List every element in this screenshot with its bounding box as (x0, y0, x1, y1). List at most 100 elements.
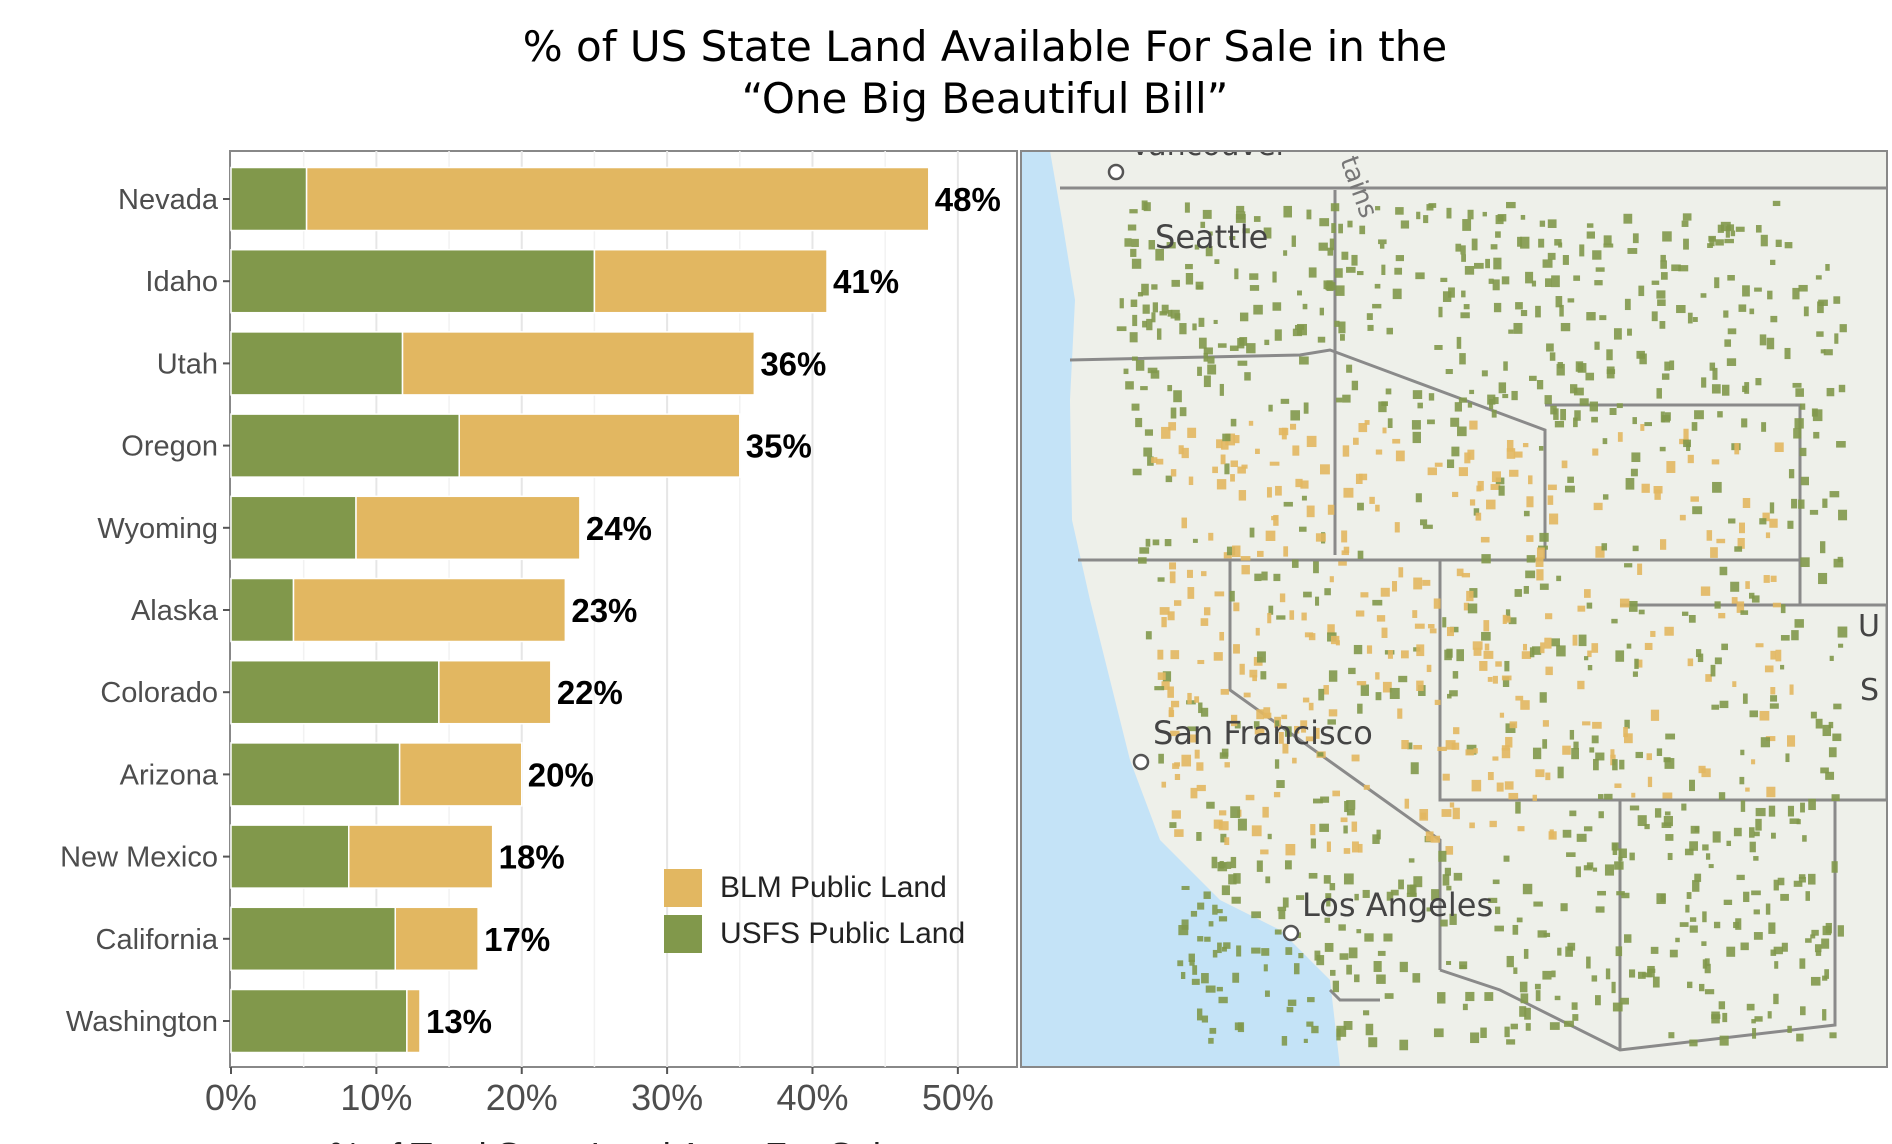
land-patch (1470, 1032, 1480, 1044)
land-patch (1208, 532, 1214, 541)
land-patch (1308, 267, 1317, 278)
land-patch (1208, 231, 1213, 236)
land-patch (1351, 380, 1359, 391)
land-patch (1755, 807, 1766, 817)
bar-usfs-oregon (230, 413, 460, 478)
land-patch (1343, 546, 1350, 553)
land-patch (1687, 981, 1693, 989)
land-patch (1572, 634, 1578, 646)
land-patch (1341, 251, 1349, 260)
land-patch (1823, 349, 1833, 356)
land-patch (1338, 924, 1346, 931)
land-patch (1542, 720, 1549, 727)
land-patch (1516, 917, 1523, 923)
land-patch (1800, 557, 1810, 568)
land-patch (1561, 460, 1568, 469)
land-patch (1392, 288, 1402, 300)
land-patch (1277, 683, 1287, 689)
land-patch (1740, 942, 1749, 951)
land-patch (1751, 1019, 1756, 1024)
land-patch (1742, 497, 1751, 508)
land-patch (1811, 408, 1818, 417)
land-patch (1152, 302, 1158, 313)
bar-usfs-new-mexico (230, 824, 350, 889)
land-patch (1650, 946, 1659, 954)
land-patch (1272, 302, 1282, 311)
land-patch (1569, 729, 1575, 740)
bar-blm-new-mexico (348, 824, 494, 889)
land-patch (1644, 642, 1653, 650)
land-patch (1586, 312, 1596, 321)
land-patch (1410, 884, 1417, 897)
land-patch (1233, 644, 1240, 654)
x-tick-label: 0% (205, 1077, 257, 1118)
land-patch (1353, 644, 1363, 655)
land-patch (1139, 547, 1150, 554)
land-patch (1650, 709, 1660, 721)
land-patch (1229, 590, 1235, 602)
land-patch (1578, 634, 1587, 647)
land-patch (1151, 457, 1158, 463)
land-patch (1442, 773, 1450, 781)
land-patch (1263, 964, 1268, 972)
land-patch (1503, 855, 1510, 862)
land-patch (1147, 456, 1154, 466)
land-patch (1375, 449, 1383, 455)
land-patch (1243, 692, 1251, 698)
land-patch (1831, 861, 1838, 873)
land-patch (1283, 546, 1289, 557)
land-patch (1503, 615, 1511, 623)
land-patch (1689, 1039, 1698, 1047)
land-patch (1702, 959, 1707, 969)
land-patch (1654, 489, 1661, 500)
land-patch (1387, 418, 1393, 429)
land-patch (1787, 520, 1794, 529)
land-patch (1456, 649, 1464, 662)
land-patch (1148, 240, 1156, 250)
land-patch (1339, 953, 1349, 960)
land-patch (1207, 356, 1215, 364)
land-patch (1796, 1033, 1804, 1042)
land-patch (1575, 866, 1581, 878)
land-patch (1315, 596, 1320, 606)
land-patch (1631, 792, 1636, 798)
map-frame (1020, 150, 1888, 1068)
land-patch (1217, 343, 1227, 348)
land-patch (1724, 238, 1734, 244)
land-patch (1591, 643, 1599, 653)
land-patch (1479, 661, 1488, 671)
land-patch (1143, 447, 1153, 457)
land-patch (1229, 345, 1239, 351)
land-patch (1599, 315, 1607, 321)
land-patch (1253, 721, 1260, 729)
land-patch (1329, 883, 1336, 891)
land-patch (1462, 1003, 1468, 1011)
land-patch (1467, 449, 1475, 460)
land-patch (1751, 890, 1761, 896)
land-patch (1362, 889, 1370, 898)
land-patch (1355, 473, 1363, 485)
land-patch (1474, 262, 1484, 269)
land-patch (1640, 424, 1645, 431)
data-label: 20% (528, 756, 594, 793)
land-patch (1236, 945, 1242, 957)
land-patch (1535, 990, 1541, 1002)
land-patch (1740, 749, 1745, 756)
land-patch (1464, 452, 1471, 464)
land-patch (1343, 873, 1354, 885)
x-tick-label: 10% (340, 1077, 412, 1118)
x-tick-label: 20% (486, 1077, 558, 1118)
land-patch (1702, 844, 1709, 851)
land-patch (1476, 485, 1482, 492)
land-patch (1354, 974, 1360, 983)
land-patch (1837, 556, 1843, 563)
land-patch (1398, 879, 1404, 890)
land-patch (1592, 250, 1602, 260)
land-patch (1734, 546, 1743, 552)
land-patch (1194, 749, 1200, 759)
land-patch (1816, 331, 1824, 337)
land-patch (1719, 700, 1729, 709)
state-border (1069, 348, 1547, 560)
map-city-label: Vancouver (1130, 128, 1289, 163)
state-border (1228, 560, 1442, 970)
